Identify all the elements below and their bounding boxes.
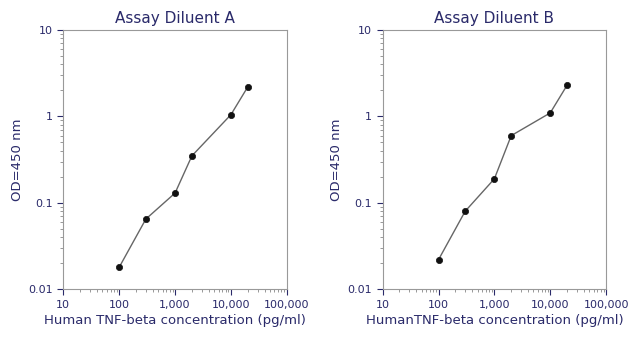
X-axis label: Human TNF-beta concentration (pg/ml): Human TNF-beta concentration (pg/ml) [44,314,306,327]
Y-axis label: OD=450 nm: OD=450 nm [11,118,24,201]
Title: Assay Diluent B: Assay Diluent B [435,11,554,26]
Title: Assay Diluent A: Assay Diluent A [115,11,235,26]
X-axis label: HumanTNF-beta concentration (pg/ml): HumanTNF-beta concentration (pg/ml) [365,314,623,327]
Y-axis label: OD=450 nm: OD=450 nm [330,118,344,201]
